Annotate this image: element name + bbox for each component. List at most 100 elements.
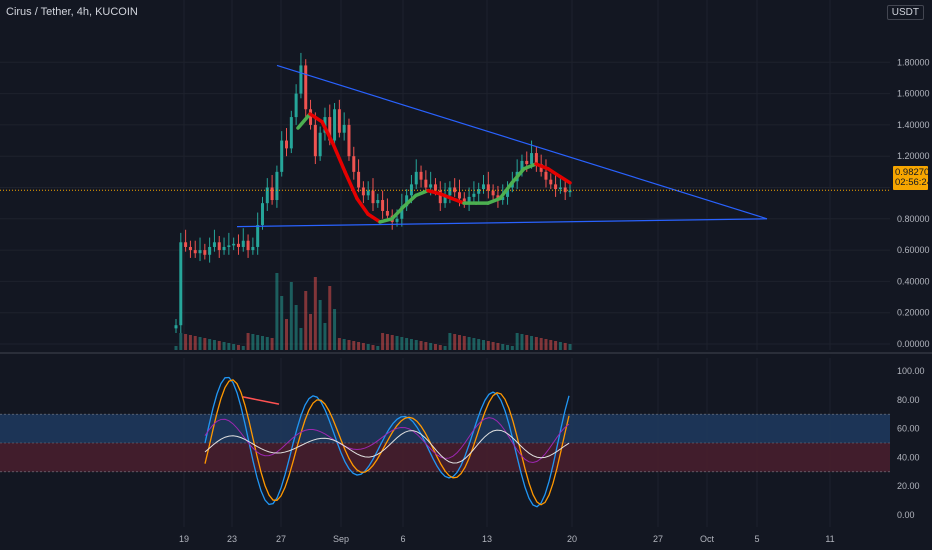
chart-grid (0, 0, 932, 527)
candle-body (486, 184, 490, 191)
volume-bars (174, 273, 572, 350)
candle-body (563, 187, 567, 193)
candle-body (544, 171, 548, 180)
candle-body (467, 196, 471, 204)
volume-bar (438, 345, 442, 350)
volume-bar (477, 339, 481, 350)
stoch-d-line (204, 379, 570, 506)
candle-body (184, 242, 188, 247)
candle-body (342, 124, 346, 133)
volume-bar (246, 333, 250, 350)
candle-body (222, 246, 226, 251)
rsi-line (204, 429, 570, 464)
candle-body (299, 65, 303, 94)
volume-bar (462, 336, 466, 350)
volume-bar (385, 334, 389, 350)
candle-body (539, 164, 543, 172)
volume-bar (289, 282, 293, 350)
moving-average-segment (510, 166, 526, 185)
price-tick-label: 0.60000 (897, 245, 930, 255)
oscillator-tick-label: 20.00 (897, 481, 920, 491)
volume-bar (448, 333, 452, 350)
candle-body (357, 171, 361, 188)
current-price-value: 0.98270 (895, 167, 930, 178)
volume-bar (433, 344, 437, 350)
volume-bar (304, 291, 308, 350)
candle-body (381, 200, 385, 211)
candle-body (433, 184, 437, 191)
volume-bar (414, 340, 418, 350)
moving-average-segment (534, 162, 550, 171)
volume-bar (333, 309, 337, 350)
candle-body (361, 187, 365, 196)
volume-bar (457, 335, 461, 350)
volume-bar (309, 314, 313, 350)
symbol-title[interactable]: Cirus / Tether, 4h, KUCOIN (6, 6, 138, 18)
volume-bar (212, 340, 216, 350)
volume-bar (390, 335, 394, 350)
candle-body (275, 171, 279, 201)
moving-average-segment (450, 196, 466, 205)
volume-bar (486, 341, 490, 350)
candle-body (318, 132, 322, 157)
moving-average-segment (558, 174, 572, 185)
volume-bar (558, 342, 562, 350)
volume-bar (217, 341, 221, 350)
moving-average-segment (355, 196, 370, 216)
signal-line (204, 417, 570, 464)
time-tick-label: 20 (567, 534, 577, 544)
volume-bar (337, 338, 341, 350)
candle-body (217, 242, 221, 251)
volume-bar (280, 296, 284, 350)
volume-bar (227, 343, 231, 350)
candle-body (212, 242, 216, 247)
volume-bar (270, 338, 274, 350)
moving-average-segment (438, 192, 454, 201)
candle-body (208, 246, 212, 255)
price-tick-label: 0.20000 (897, 308, 930, 318)
volume-bar (482, 340, 486, 350)
candle-body (304, 65, 308, 110)
volume-bar (208, 339, 212, 350)
time-tick-label: Sep (333, 534, 349, 544)
candle-body (333, 109, 337, 141)
volume-bar (299, 328, 303, 350)
current-price-tag: 0.98270 02:56:24 (893, 166, 932, 190)
candle-body (443, 195, 447, 204)
volume-bar (285, 319, 289, 350)
volume-bar (241, 346, 245, 350)
price-tick-label: 1.40000 (897, 120, 930, 130)
oscillator-tick-label: 80.00 (897, 395, 920, 405)
candle-body (227, 245, 231, 247)
time-tick-label: 6 (400, 534, 405, 544)
volume-bar (419, 341, 423, 350)
candle-body (280, 140, 284, 172)
candle-body (491, 190, 495, 196)
moving-average-segment (402, 193, 418, 209)
volume-bar (203, 338, 207, 350)
volume-bar (342, 339, 346, 350)
volume-bar (347, 340, 351, 350)
countdown-timer: 02:56:24 (895, 177, 932, 188)
stoch-k-line (204, 376, 570, 508)
candle-body (462, 198, 466, 204)
volume-bar (357, 342, 361, 350)
price-tick-label: 1.80000 (897, 57, 930, 67)
candle-body (232, 243, 236, 246)
candle-body (448, 187, 452, 196)
moving-average-segment (378, 217, 394, 224)
volume-bar (198, 337, 202, 350)
candle-body (457, 192, 461, 199)
volume-bar (323, 323, 327, 350)
volume-bar (222, 342, 226, 350)
candle-body (265, 187, 269, 204)
currency-badge[interactable]: USDT (886, 5, 924, 20)
candle-body (429, 184, 433, 188)
volume-bar (265, 337, 269, 350)
candle-body (337, 109, 341, 133)
candle-body (328, 117, 332, 141)
lower-band (0, 443, 890, 472)
trendline-lower (236, 218, 768, 228)
candle-body (236, 243, 240, 247)
